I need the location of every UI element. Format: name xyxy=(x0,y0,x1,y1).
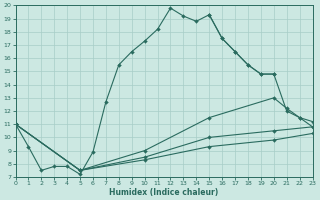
X-axis label: Humidex (Indice chaleur): Humidex (Indice chaleur) xyxy=(109,188,219,197)
